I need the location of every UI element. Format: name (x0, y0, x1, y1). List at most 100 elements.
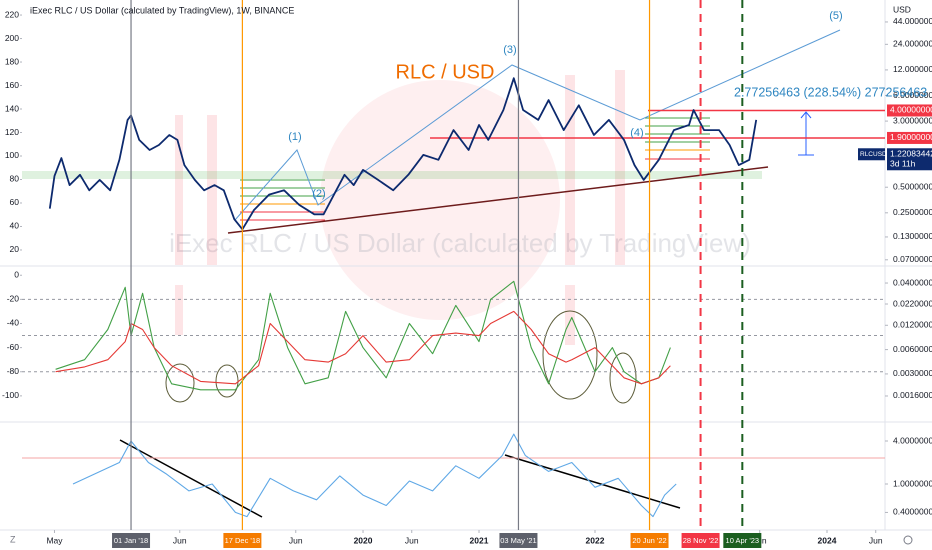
x-tick-label: Jun (869, 535, 883, 545)
circles (165, 310, 637, 404)
y-tick-label: -100 (2, 390, 19, 400)
x-tick-label: 2021 (470, 535, 489, 545)
x-tick-label: 2020 (354, 535, 373, 545)
circle (165, 363, 195, 403)
circle (215, 364, 239, 398)
watermark-logo (320, 80, 560, 320)
currency: USD (893, 4, 911, 14)
price-tag-name: RLCUSD (860, 151, 887, 158)
circle (609, 352, 637, 404)
marker-label: 17 Dec '18 (225, 536, 261, 545)
wave-label: (3) (503, 44, 516, 56)
marker-tag (112, 533, 151, 548)
marker-label: 01 Jan '18 (114, 536, 148, 545)
y2-tick-label: 44.00000000 (893, 16, 932, 26)
y-tick-label: 160 (5, 80, 19, 90)
wave-label: (4) (630, 127, 643, 139)
level-tag (887, 131, 932, 144)
price-tag-name-bg (858, 148, 885, 161)
level-tag (887, 104, 932, 117)
price-tag-value: 1.22083442 (890, 149, 932, 159)
x-tick-label: Jun (173, 535, 187, 545)
series-line (55, 280, 671, 391)
y-tick-label: 4.00000000 (893, 435, 932, 445)
trend-line (227, 166, 769, 234)
marker-tag (723, 533, 762, 548)
y-tick-label: 40 (10, 221, 20, 231)
y2-tick-label: 24.00000000 (893, 39, 932, 49)
y-tick-label: 60 (10, 197, 20, 207)
zoom-icon[interactable]: Z (10, 534, 16, 544)
marker-label: 28 Nov '22 (683, 536, 719, 545)
x-tick-label: 2024 (818, 535, 837, 545)
chart-title: iExec RLC / US Dollar (calculated by Tra… (30, 5, 294, 15)
y-tick-label: -80 (7, 366, 20, 376)
series-line (55, 310, 671, 385)
trend-line (119, 439, 263, 518)
trend-line (504, 454, 681, 509)
marker-tag (681, 533, 720, 548)
marker-label: 20 Jun '22 (632, 536, 666, 545)
price-tag-countdown: 3d 11h (890, 159, 916, 169)
x-tick-label: 2022 (586, 535, 605, 545)
y-tick-label: 200 (5, 33, 19, 43)
y-tick-label: 120 (5, 127, 19, 137)
marker-tag (223, 533, 262, 548)
price-tag-bg (887, 148, 932, 171)
wave-line (234, 29, 841, 221)
series-line (72, 433, 677, 518)
measure-label: 2.77256463 (228.54%) 277256463 (734, 85, 927, 99)
circle (542, 310, 598, 400)
support-band (22, 171, 762, 179)
y-tick-label: 100 (5, 150, 19, 160)
settings-icon[interactable] (903, 535, 913, 545)
highlight-bar (565, 75, 575, 265)
marker-label: 03 May '21 (500, 536, 536, 545)
highlight-bar (175, 115, 183, 265)
headline: RLC / USD (396, 61, 495, 83)
x-tick-label: Jun (405, 535, 419, 545)
marker-tag (499, 533, 538, 548)
level-label: 4.00000000 (890, 105, 932, 115)
y-tick-label: 180 (5, 56, 19, 66)
y-tick-label: 140 (5, 103, 19, 113)
y2-tick-label: 0.07000000 (893, 254, 932, 264)
highlight-bar (175, 285, 183, 335)
wave-label: (2) (312, 188, 325, 200)
y2-tick-label: 6.00000000 (893, 90, 932, 100)
y-tick-label: 20 (10, 244, 20, 254)
y-tick-label: 80 (10, 174, 20, 184)
measure-arrow (798, 111, 814, 156)
highlight-bar (565, 285, 575, 345)
highlight-bars (175, 70, 625, 345)
y-tick-label: -40 (7, 318, 20, 328)
highlight-bar (615, 70, 625, 265)
y2-tick-label: 3.00000000 (893, 115, 932, 125)
y-tick-label: -20 (7, 294, 20, 304)
series-line (48, 77, 758, 231)
arrow-head (800, 111, 812, 119)
y-tick-label: 1.00000000 (893, 478, 932, 488)
x-tick-label: May (46, 535, 63, 545)
marker-tag (630, 533, 669, 548)
wave-label: (5) (829, 10, 842, 22)
highlight-bar (207, 115, 217, 265)
y-tick-label: 0 (14, 269, 19, 279)
watermark: iExec RLC / US Dollar (calculated by Tra… (169, 228, 751, 258)
y2-tick-label: 12.00000000 (893, 64, 932, 74)
wave-label: (1) (288, 131, 301, 143)
y-tick-label: -60 (7, 342, 20, 352)
y-tick-label: 220 (5, 9, 19, 19)
y2-tick-label: 0.00160000 (893, 390, 932, 400)
